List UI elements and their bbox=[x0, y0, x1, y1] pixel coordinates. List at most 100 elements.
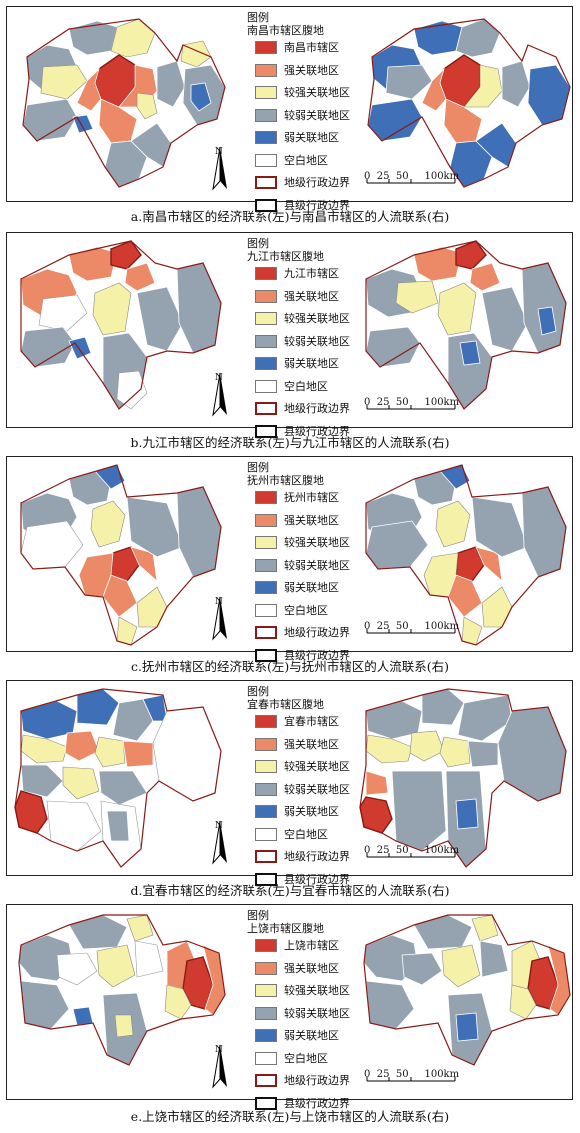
map-b-right-core bbox=[455, 240, 487, 270]
map-c-right-st3 bbox=[475, 546, 503, 583]
map-c-right-g1 bbox=[365, 520, 429, 570]
map-e-right-c2 bbox=[479, 940, 509, 978]
map-d-left-rowy3 bbox=[62, 766, 100, 800]
map-a-left-e1 bbox=[156, 60, 186, 108]
map-a-left-ey bbox=[180, 40, 212, 68]
legend-item-weak: 弱关联地区 bbox=[247, 577, 339, 600]
legend-item-mweak: 较弱关联地区 bbox=[247, 1003, 350, 1026]
map-b-left-n2 bbox=[124, 262, 156, 292]
scale-bar-b bbox=[366, 405, 456, 410]
panel-c: N 0 25 50 100km 图例 抚州市辖区腹地 抚州市辖区 强关联地区 较… bbox=[6, 456, 573, 662]
map-b bbox=[20, 240, 567, 417]
scale-bar-a bbox=[366, 179, 456, 184]
map-d-left-rowo1 bbox=[64, 730, 100, 762]
legend-item-strong: 强关联地区 bbox=[247, 286, 339, 309]
map-a-left-y2 bbox=[136, 92, 158, 120]
map-d-right bbox=[359, 688, 567, 868]
map-a-right-strong-2 bbox=[463, 64, 503, 108]
legend-item-mstrong: 较强关联地区 bbox=[247, 532, 350, 555]
map-d bbox=[14, 688, 567, 868]
map-d-left-eblank bbox=[152, 706, 222, 802]
panel-a: N 0 25 50 100km 图例 南昌市辖区腹地 南昌市辖区 强关联地区 较… bbox=[6, 6, 573, 212]
north-arrow-b bbox=[212, 372, 227, 417]
map-a-left bbox=[22, 18, 226, 188]
map-e-right bbox=[363, 914, 571, 1066]
legend-item-county: 县级行政边界 bbox=[247, 645, 350, 668]
caption-e: e.上饶市辖区的经济联系(左)与上饶市辖区的人流联系(右) bbox=[130, 1109, 450, 1124]
legend-title: 图例 bbox=[247, 237, 269, 250]
map-d-left-rowg2 bbox=[98, 770, 148, 806]
legend-item-weak: 弱关联地区 bbox=[247, 801, 339, 824]
map-b-right-n2 bbox=[469, 262, 501, 292]
legend-item-mweak: 较弱关联地区 bbox=[247, 331, 350, 354]
legend-title: 图例 bbox=[247, 685, 269, 698]
map-a-left-region-n2 bbox=[110, 18, 156, 58]
legend-item-mweak: 较弱关联地区 bbox=[247, 105, 350, 128]
map-b-left-e2 bbox=[176, 262, 222, 354]
legend-hinterland-title: 宜春市辖区腹地 bbox=[247, 698, 324, 711]
map-c-right-e1 bbox=[471, 496, 529, 558]
map-c-left-c1 bbox=[90, 500, 126, 548]
map-d-right-nw3 bbox=[457, 694, 513, 742]
legend-item-blank: 空白地区 bbox=[247, 824, 328, 847]
map-e-left-c2 bbox=[134, 940, 164, 978]
legend-item-pref: 地级行政边界 bbox=[247, 1070, 350, 1093]
map-c-right-y2 bbox=[481, 586, 513, 628]
map-b-right-e1 bbox=[481, 286, 529, 352]
map-b-right-c1 bbox=[437, 282, 477, 336]
map-a-right bbox=[367, 18, 571, 188]
legend-title: 图例 bbox=[247, 461, 269, 474]
legend-hinterland-title: 九江市辖区腹地 bbox=[247, 250, 324, 263]
north-arrow-e bbox=[212, 1044, 227, 1089]
map-c-right-st2 bbox=[447, 574, 483, 618]
map-a-left-outline bbox=[22, 18, 226, 188]
map-e-left-nw bbox=[68, 914, 128, 950]
legend-item-county: 县级行政边界 bbox=[247, 869, 350, 892]
map-a-right-wy bbox=[385, 64, 433, 100]
legend-hinterland-title: 南昌市辖区腹地 bbox=[247, 24, 324, 37]
map-e-right-weak bbox=[455, 1012, 479, 1042]
panel-e: N 0 25 50 100km 图例 上饶市辖区腹地 上饶市辖区 强关联地区 较… bbox=[6, 904, 573, 1110]
map-d-left bbox=[14, 688, 222, 868]
map-c bbox=[20, 464, 567, 646]
panel-b: N 0 25 50 100km 图例 九江市辖区腹地 九江市辖区 强关联地区 较… bbox=[6, 232, 573, 438]
map-e-right-c1 bbox=[441, 944, 481, 988]
map-b-right bbox=[365, 240, 567, 410]
map-b-right-y1 bbox=[395, 280, 439, 314]
map-c-right bbox=[365, 464, 567, 646]
legend-e: 图例 上饶市辖区腹地 上饶市辖区 强关联地区 较强关联地区 较弱关联地区 弱关联… bbox=[247, 909, 350, 1116]
map-d-left-rowg bbox=[20, 764, 64, 798]
legend-item-county: 县级行政边界 bbox=[247, 1093, 350, 1116]
caption-d: d.宜春市辖区的经济联系(左)与宜春市辖区的人流联系(右) bbox=[130, 883, 450, 898]
legend-item-strong: 强关联地区 bbox=[247, 60, 339, 83]
scale-bar-e bbox=[366, 1077, 456, 1082]
legend-item-pref: 地级行政边界 bbox=[247, 622, 350, 645]
legend-item-core: 抚州市辖区 bbox=[247, 487, 339, 510]
caption-c: c.抚州市辖区的经济联系(左)与抚州市辖区的人流联系(右) bbox=[131, 659, 449, 674]
north-label-c: N bbox=[215, 597, 223, 607]
legend-item-mweak: 较弱关联地区 bbox=[247, 555, 350, 578]
legend-hinterland-title: 上饶市辖区腹地 bbox=[247, 922, 324, 935]
legend-item-weak: 弱关联地区 bbox=[247, 353, 339, 376]
map-d-left-rowy2 bbox=[94, 736, 126, 768]
north-label-d: N bbox=[215, 821, 223, 831]
north-label-a: N bbox=[215, 147, 223, 157]
north-label-b: N bbox=[215, 373, 223, 383]
legend-title: 图例 bbox=[247, 909, 269, 922]
map-e-right-ny bbox=[471, 914, 499, 942]
map-c-left-st2 bbox=[102, 574, 138, 618]
map-b-left bbox=[20, 240, 222, 410]
map-a-right-e1 bbox=[501, 60, 531, 108]
map-e-left-c1 bbox=[96, 944, 136, 988]
map-d-right-rowy3 bbox=[439, 736, 471, 768]
map-b-left-e1 bbox=[136, 286, 184, 352]
scale-labels-c: 0 25 50 100km bbox=[364, 621, 460, 632]
map-c-left-e2 bbox=[176, 486, 222, 578]
map-c-left-outline bbox=[20, 464, 222, 646]
legend-a: 图例 南昌市辖区腹地 南昌市辖区 强关联地区 较强关联地区 较弱关联地区 弱关联… bbox=[247, 11, 350, 217]
map-c-right-outline bbox=[365, 464, 567, 646]
legend-item-pref: 地级行政边界 bbox=[247, 846, 350, 869]
legend-item-core: 九江市辖区 bbox=[247, 263, 339, 286]
map-b-left-outline bbox=[20, 240, 222, 410]
map-c-left bbox=[20, 464, 222, 646]
